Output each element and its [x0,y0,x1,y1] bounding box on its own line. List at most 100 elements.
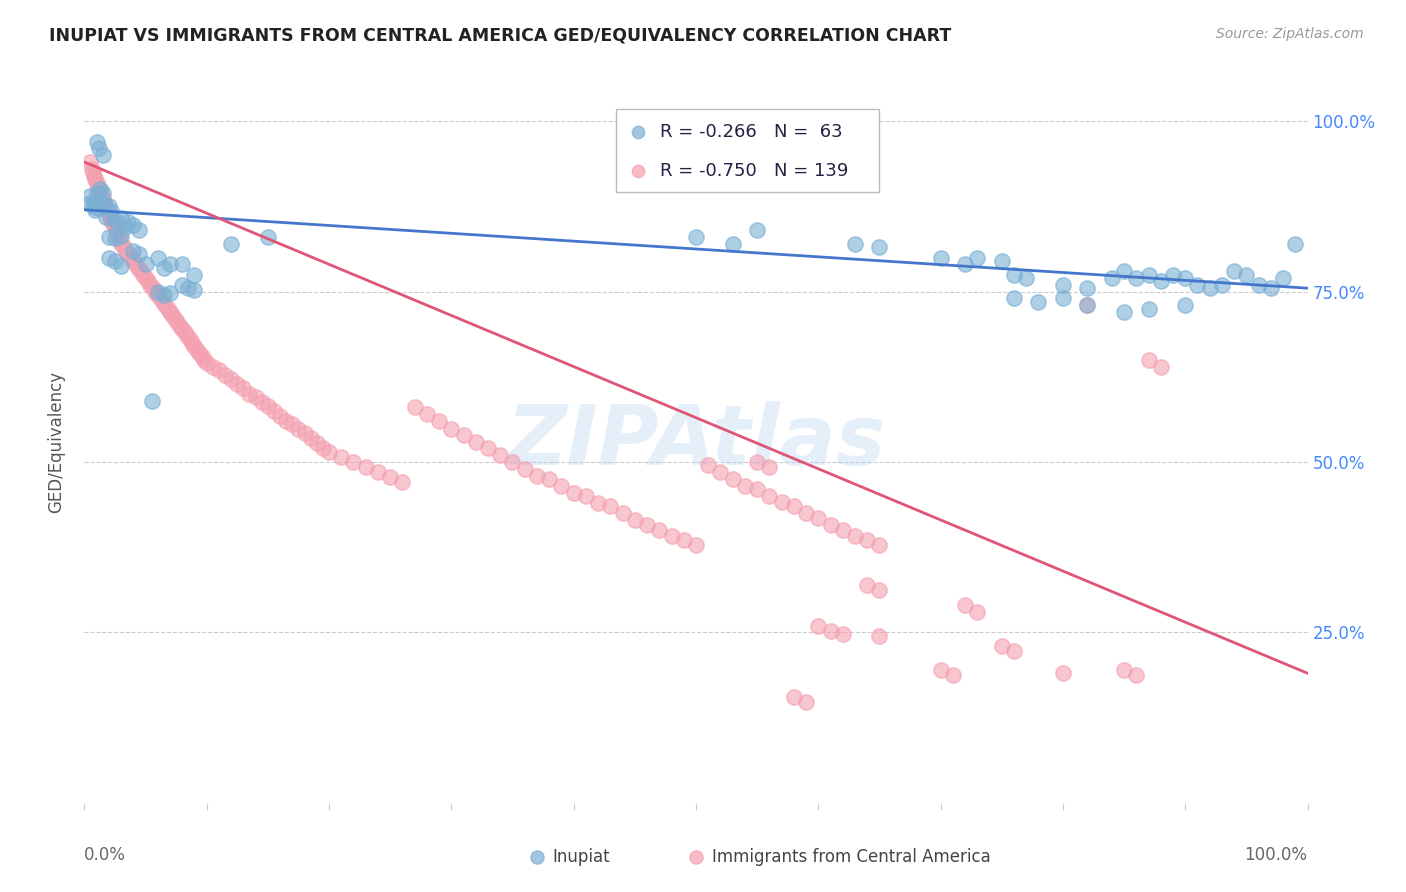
Point [87,141,110,155]
Point [94,197,117,211]
Point [709,465,731,479]
Point [1174,298,1197,312]
Point [966,605,988,619]
Point [104,219,127,234]
Point [83,169,105,183]
Point [169,318,191,333]
Point [869,240,891,254]
Point [80,161,103,176]
Point [844,528,866,542]
Point [122,218,145,232]
Point [856,577,879,591]
Point [257,230,280,244]
Point [869,583,891,598]
Text: INUPIAT VS IMMIGRANTS FROM CENTRAL AMERICA GED/EQUIVALENCY CORRELATION CHART: INUPIAT VS IMMIGRANTS FROM CENTRAL AMERI… [49,27,952,45]
Point [125,257,148,271]
Point [783,690,806,705]
Point [391,475,413,490]
Point [299,431,322,445]
Text: ZIPAtlas: ZIPAtlas [506,401,886,482]
Point [794,506,817,520]
Point [1015,271,1038,285]
Point [831,523,853,537]
Point [269,409,291,423]
Point [100,204,122,219]
Point [770,494,793,508]
Point [263,404,285,418]
Point [257,399,280,413]
Point [214,368,236,382]
Point [526,847,548,861]
Point [794,695,817,709]
Point [110,228,132,243]
Text: Source: ZipAtlas.com: Source: ZipAtlas.com [1216,27,1364,41]
Point [489,448,512,462]
Point [159,285,181,300]
Point [177,281,200,295]
Point [513,462,536,476]
Point [330,450,353,464]
Point [159,305,181,319]
Point [1137,268,1160,282]
Point [844,236,866,251]
Point [820,624,842,638]
Point [929,663,952,677]
Point [1223,264,1246,278]
Point [162,309,184,323]
Point [105,216,128,230]
Point [181,335,204,350]
Point [122,254,145,268]
Point [127,260,149,275]
Point [172,257,194,271]
Point [953,257,976,271]
Point [146,251,169,265]
Point [440,422,463,436]
Point [856,533,879,548]
Point [91,186,114,200]
Point [1137,352,1160,367]
Point [128,247,150,261]
Text: R = -0.266   N =  63: R = -0.266 N = 63 [661,123,844,142]
Point [97,204,120,219]
Point [869,538,891,552]
Text: Immigrants from Central America: Immigrants from Central America [711,848,991,866]
Point [139,277,162,292]
Point [152,294,174,309]
Point [1114,663,1136,677]
Point [153,288,176,302]
Point [110,236,132,251]
Point [550,479,572,493]
Point [97,230,120,244]
Point [98,211,121,225]
Point [153,260,176,275]
Point [367,465,389,479]
Point [953,598,976,612]
Point [79,196,101,211]
Point [193,352,215,367]
Point [404,401,426,415]
Point [112,240,135,254]
Point [101,215,124,229]
Point [807,511,830,525]
Point [685,538,707,552]
Point [108,234,131,248]
Point [305,436,328,450]
Point [96,210,118,224]
Point [86,186,108,200]
Point [117,215,139,229]
Point [143,285,166,299]
Point [1247,277,1270,292]
Point [132,268,155,282]
Point [135,257,157,271]
Point [869,629,891,643]
Point [783,500,806,514]
Point [117,247,139,261]
Point [318,444,340,458]
Text: 100.0%: 100.0% [1244,847,1308,864]
Point [1284,236,1306,251]
Point [156,301,179,316]
Point [562,485,585,500]
Point [79,155,101,169]
Point [734,479,756,493]
Point [477,442,499,456]
